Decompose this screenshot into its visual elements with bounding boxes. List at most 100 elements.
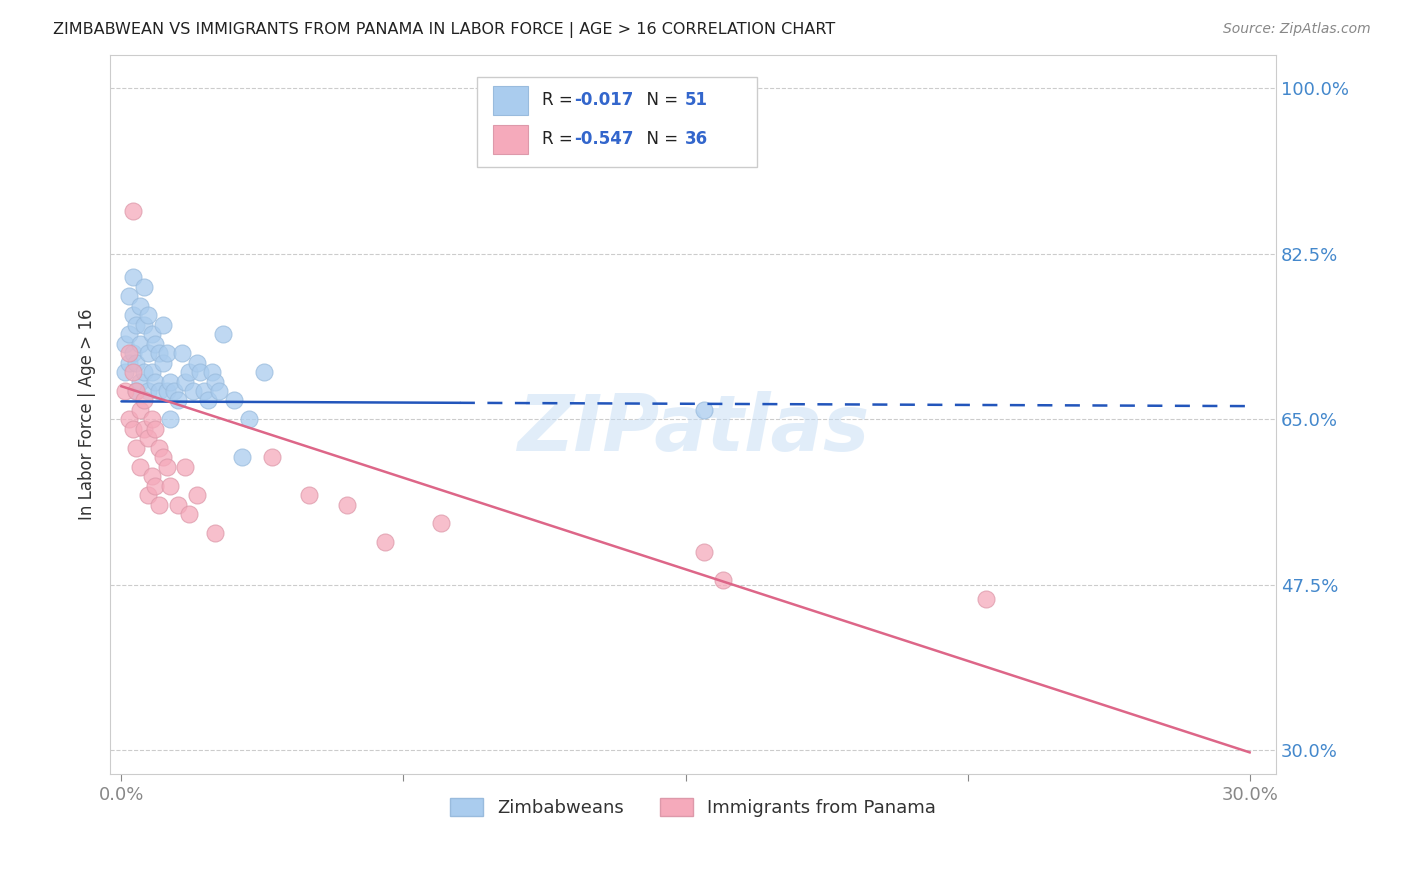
Point (170, 346, 193, 360)
Point (132, 393, 155, 408)
Point (231, 450, 253, 465)
Point (166, 393, 188, 408)
Point (114, 336, 136, 351)
Point (136, 384, 159, 398)
Point (238, 412, 260, 426)
Point (163, 384, 186, 398)
Point (125, 384, 148, 398)
Point (141, 412, 163, 426)
FancyBboxPatch shape (478, 77, 758, 167)
Point (224, 393, 246, 408)
Point (118, 327, 141, 342)
Point (430, 516, 453, 531)
Point (155, 459, 177, 474)
Point (159, 478, 181, 492)
Point (132, 422, 155, 436)
Point (693, 545, 716, 559)
Text: R =: R = (541, 92, 578, 110)
Point (125, 441, 148, 455)
Point (336, 498, 359, 512)
Text: Source: ZipAtlas.com: Source: ZipAtlas.com (1223, 22, 1371, 37)
Point (155, 346, 177, 360)
Point (129, 403, 152, 417)
Text: R =: R = (541, 130, 578, 148)
Point (136, 346, 159, 360)
Point (208, 384, 231, 398)
Point (693, 403, 716, 417)
Text: N =: N = (636, 130, 683, 148)
Point (204, 525, 226, 540)
Point (148, 441, 170, 455)
Point (132, 318, 155, 332)
Point (118, 356, 141, 370)
Point (121, 346, 143, 360)
Point (148, 384, 170, 398)
Point (976, 592, 998, 607)
Point (204, 375, 226, 389)
Point (114, 384, 136, 398)
Point (136, 488, 159, 502)
Point (152, 450, 174, 465)
Text: -0.017: -0.017 (574, 92, 634, 110)
Point (374, 535, 396, 549)
Point (114, 365, 136, 379)
Y-axis label: In Labor Force | Age > 16: In Labor Force | Age > 16 (79, 309, 96, 520)
Point (212, 327, 235, 342)
Point (253, 365, 276, 379)
Point (121, 270, 143, 285)
Point (136, 431, 159, 445)
Point (152, 356, 174, 370)
Point (143, 422, 166, 436)
Point (121, 204, 143, 219)
Point (121, 422, 143, 436)
Legend: Zimbabweans, Immigrants from Panama: Zimbabweans, Immigrants from Panama (441, 789, 945, 826)
Point (174, 459, 197, 474)
Point (125, 384, 148, 398)
Point (125, 356, 148, 370)
Point (190, 365, 212, 379)
Point (179, 507, 201, 521)
Text: ZIPatlas: ZIPatlas (517, 391, 869, 467)
Point (125, 318, 148, 332)
Point (143, 478, 166, 492)
Text: -0.547: -0.547 (574, 130, 634, 148)
Point (186, 488, 208, 502)
Point (118, 289, 141, 303)
Text: N =: N = (636, 92, 683, 110)
Point (193, 384, 215, 398)
Point (141, 327, 163, 342)
Point (143, 375, 166, 389)
Point (152, 318, 174, 332)
Point (141, 365, 163, 379)
Text: ZIMBABWEAN VS IMMIGRANTS FROM PANAMA IN LABOR FORCE | AGE > 16 CORRELATION CHART: ZIMBABWEAN VS IMMIGRANTS FROM PANAMA IN … (53, 22, 835, 38)
Point (129, 336, 152, 351)
Point (148, 346, 170, 360)
Point (121, 365, 143, 379)
Point (136, 308, 159, 322)
Point (129, 375, 152, 389)
Point (121, 308, 143, 322)
Point (166, 498, 188, 512)
Point (155, 384, 177, 398)
Point (143, 336, 166, 351)
Point (711, 573, 734, 587)
Point (260, 450, 283, 465)
Point (129, 459, 152, 474)
Point (201, 365, 224, 379)
Point (197, 393, 219, 408)
FancyBboxPatch shape (492, 86, 527, 115)
Point (129, 299, 152, 313)
Point (141, 469, 163, 483)
Point (118, 346, 141, 360)
Point (118, 412, 141, 426)
Point (179, 365, 201, 379)
Point (174, 375, 197, 389)
Text: 36: 36 (685, 130, 709, 148)
Point (181, 384, 204, 398)
Point (298, 488, 321, 502)
FancyBboxPatch shape (492, 125, 527, 153)
Point (132, 365, 155, 379)
Point (132, 280, 155, 294)
Point (186, 356, 208, 370)
Point (148, 498, 170, 512)
